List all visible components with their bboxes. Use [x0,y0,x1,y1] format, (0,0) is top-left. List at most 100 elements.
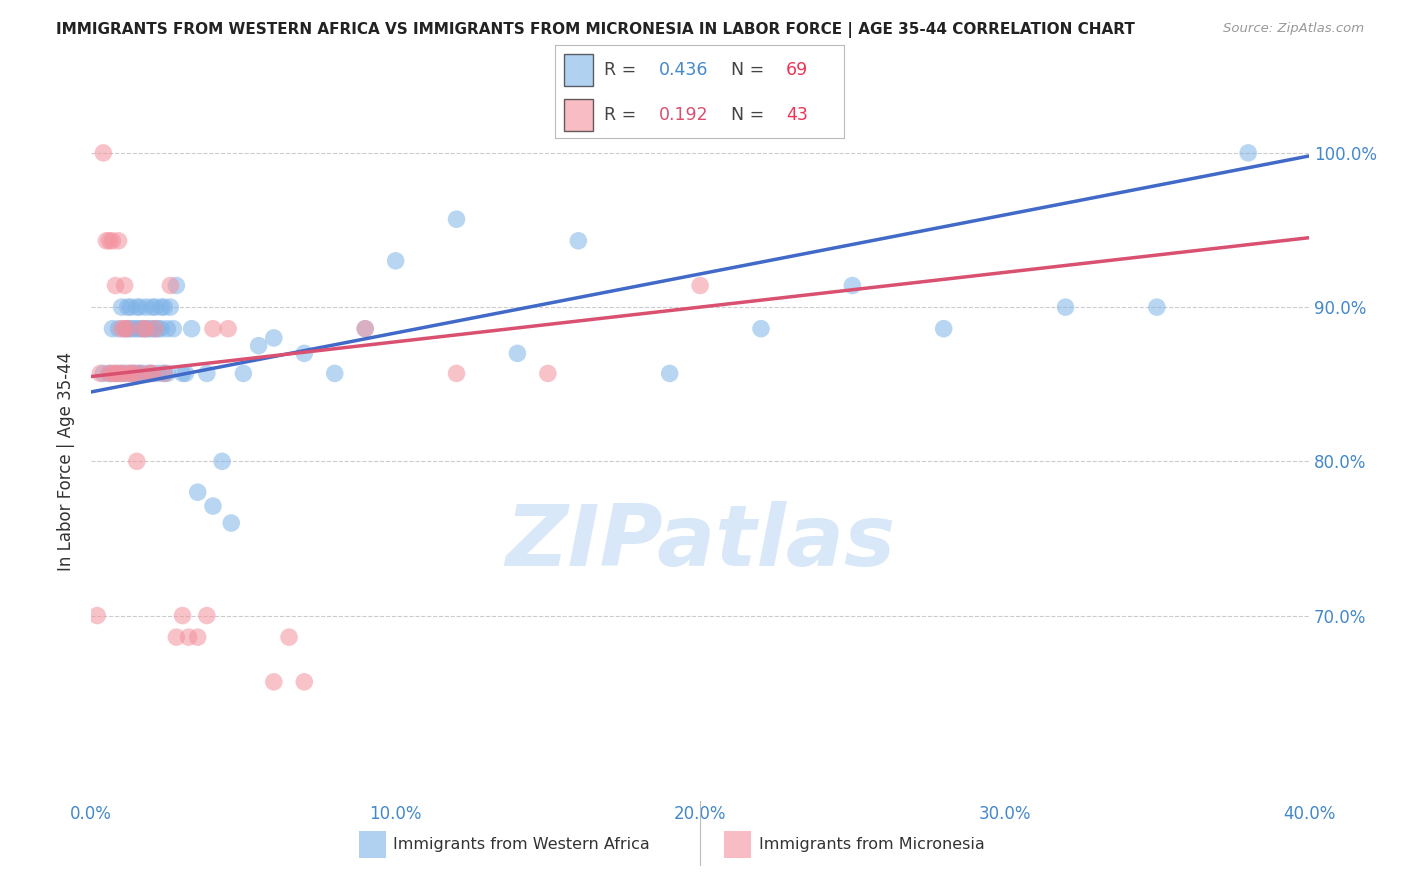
Text: IMMIGRANTS FROM WESTERN AFRICA VS IMMIGRANTS FROM MICRONESIA IN LABOR FORCE | AG: IMMIGRANTS FROM WESTERN AFRICA VS IMMIGR… [56,22,1135,38]
Point [658,367,681,381]
Point [292,674,315,689]
Point [114,278,136,293]
Point [165,630,187,644]
Point [114,367,136,381]
Point [180,321,202,335]
Point [132,367,155,381]
Point [156,321,179,335]
Point [132,321,155,335]
Point [98,367,121,381]
Point [104,278,127,293]
Point [138,367,160,381]
Point [174,367,197,381]
Point [120,367,142,381]
Point [384,253,406,268]
FancyBboxPatch shape [564,54,593,86]
Point [150,300,173,314]
Point [114,321,136,335]
Point [128,367,150,381]
Point [354,321,377,335]
Text: R =: R = [605,106,643,124]
Point [96,234,118,248]
Text: N =: N = [720,106,769,124]
Point [117,367,139,381]
Point [153,300,176,314]
Point [141,367,163,381]
Point [292,346,315,360]
Point [146,367,169,381]
Point [446,212,468,227]
Point [117,321,139,335]
Point [159,300,181,314]
Point [104,367,127,381]
Text: N =: N = [720,61,769,78]
Point [141,300,163,314]
Point [195,367,218,381]
Point [187,485,209,500]
Point [446,367,468,381]
Point [159,278,181,293]
Point [98,367,121,381]
Point [143,300,166,314]
Point [146,321,169,335]
Point [138,367,160,381]
Point [141,367,163,381]
Point [125,367,148,381]
Point [135,321,157,335]
Point [1054,300,1077,314]
Bar [359,831,385,858]
Text: Source: ZipAtlas.com: Source: ZipAtlas.com [1223,22,1364,36]
Point [101,367,124,381]
Point [217,321,239,335]
Point [143,321,166,335]
Point [749,321,772,335]
Text: R =: R = [605,61,643,78]
Point [128,300,150,314]
Point [101,234,124,248]
Point [689,278,711,293]
Point [98,234,121,248]
Point [1146,300,1168,314]
Point [122,367,145,381]
Point [114,321,136,335]
Point [153,367,176,381]
Point [354,321,377,335]
Text: ZIPatlas: ZIPatlas [505,501,896,584]
Point [122,321,145,335]
Point [187,630,209,644]
Point [120,321,142,335]
Text: Immigrants from Micronesia: Immigrants from Micronesia [759,838,984,852]
Point [537,367,560,381]
Point [91,145,114,160]
Text: 43: 43 [786,106,808,124]
Point [506,346,529,360]
Point [263,331,285,345]
Point [86,608,108,623]
Point [841,278,863,293]
Point [247,339,270,353]
Point [135,300,157,314]
Point [172,608,194,623]
Text: 0.192: 0.192 [659,106,709,124]
Point [125,321,148,335]
Point [107,234,129,248]
Point [107,367,129,381]
Point [128,321,150,335]
Point [162,321,184,335]
Text: 69: 69 [786,61,808,78]
Point [110,321,132,335]
Point [110,367,132,381]
Point [211,454,233,468]
Point [156,367,179,381]
Point [323,367,346,381]
Point [177,630,200,644]
Point [143,321,166,335]
Point [117,321,139,335]
Point [1237,145,1260,160]
Point [107,321,129,335]
Point [219,516,242,530]
Point [150,321,173,335]
Point [165,278,187,293]
Point [120,367,142,381]
Point [110,300,132,314]
